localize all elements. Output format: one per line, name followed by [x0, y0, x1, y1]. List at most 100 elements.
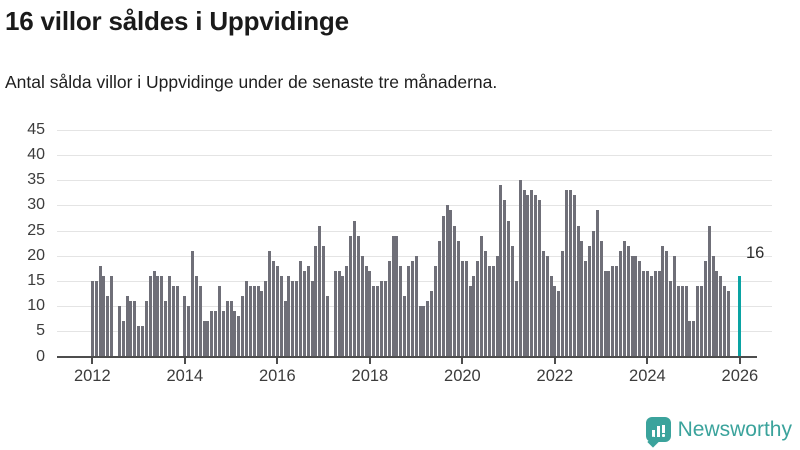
bar	[433, 265, 437, 357]
bar	[711, 255, 715, 357]
last-value-annotation: 16	[746, 244, 765, 262]
highlighted-bar	[738, 275, 742, 357]
bar	[526, 195, 530, 357]
bar	[248, 286, 252, 357]
bar	[345, 265, 349, 357]
bar	[723, 286, 726, 357]
bar	[333, 270, 337, 357]
gridline	[57, 205, 772, 207]
bar	[607, 270, 611, 357]
bar	[194, 275, 198, 357]
bar	[541, 250, 545, 357]
bar	[699, 286, 703, 357]
bar	[634, 255, 638, 357]
newsworthy-bar-chart-bubble-icon	[645, 417, 671, 448]
bar	[121, 321, 125, 357]
bar	[422, 306, 426, 357]
bar	[460, 260, 464, 357]
bar	[591, 230, 595, 357]
bar	[275, 265, 279, 357]
bar	[715, 270, 719, 357]
bar	[302, 270, 306, 357]
y-axis-tick-label: 20	[27, 246, 45, 264]
y-axis-tick-label: 40	[27, 146, 45, 163]
bar	[669, 280, 672, 357]
bar	[626, 245, 630, 357]
bar	[584, 260, 588, 357]
bar	[264, 280, 268, 357]
x-axis-tick	[276, 358, 279, 364]
x-axis-tick-label: 2026	[721, 367, 759, 385]
bar	[245, 280, 248, 357]
bar	[310, 280, 314, 357]
bar	[295, 280, 299, 357]
bar	[225, 301, 229, 357]
gridline	[57, 255, 772, 257]
bar	[649, 275, 653, 357]
x-axis-line	[57, 355, 757, 358]
bar	[326, 296, 329, 357]
bar	[611, 265, 615, 357]
bar	[688, 321, 692, 357]
bar	[538, 200, 541, 357]
bar	[110, 275, 114, 357]
bar	[457, 240, 460, 357]
logo-mini-bar	[656, 426, 660, 437]
y-axis-tick-label: 15	[27, 271, 45, 289]
bar	[630, 255, 634, 357]
bar	[187, 306, 191, 357]
gridline	[57, 129, 772, 131]
bar	[642, 270, 646, 357]
bar	[144, 301, 148, 357]
bar	[511, 245, 514, 357]
bar	[306, 265, 310, 357]
bar	[719, 275, 723, 357]
bar	[98, 265, 102, 357]
bar	[476, 260, 480, 357]
y-axis-tick-label: 0	[36, 347, 45, 365]
bar	[356, 235, 360, 357]
bar	[514, 280, 518, 357]
bar	[152, 270, 156, 357]
bar	[661, 245, 665, 357]
bar	[549, 275, 553, 357]
bar	[499, 185, 503, 357]
bar	[352, 220, 356, 357]
bar	[603, 270, 607, 357]
bar	[464, 260, 468, 357]
bar	[491, 265, 495, 357]
bar	[125, 296, 129, 357]
bar	[137, 326, 141, 357]
bar	[387, 260, 391, 357]
chart-subtitle: Antal sålda villor i Uppvidinge under de…	[5, 72, 498, 92]
bar	[430, 291, 433, 357]
y-axis-tick-label: 25	[27, 221, 45, 239]
bar	[487, 265, 491, 357]
y-axis-tick-label: 35	[27, 171, 45, 189]
bar	[383, 280, 387, 357]
bar	[283, 301, 287, 357]
bar	[453, 225, 457, 357]
bar	[403, 296, 407, 357]
bar	[437, 240, 441, 357]
bar	[618, 250, 622, 357]
bar	[156, 275, 160, 357]
bar	[299, 260, 302, 357]
bar	[595, 210, 599, 357]
x-axis-tick-label: 2014	[166, 367, 204, 385]
page-title: 16 villor såldes i Uppvidinge	[5, 6, 349, 36]
bar	[657, 270, 661, 357]
bar	[468, 286, 472, 357]
bar	[418, 306, 422, 357]
bar	[680, 286, 684, 357]
bar	[256, 286, 260, 357]
bar	[441, 215, 445, 357]
bar	[561, 250, 565, 357]
bar	[349, 235, 353, 357]
bar	[703, 260, 707, 357]
bar	[198, 286, 202, 357]
x-axis-tick-label: 2016	[258, 367, 296, 385]
bar	[106, 296, 110, 357]
bar	[449, 210, 453, 357]
bar	[665, 250, 669, 357]
